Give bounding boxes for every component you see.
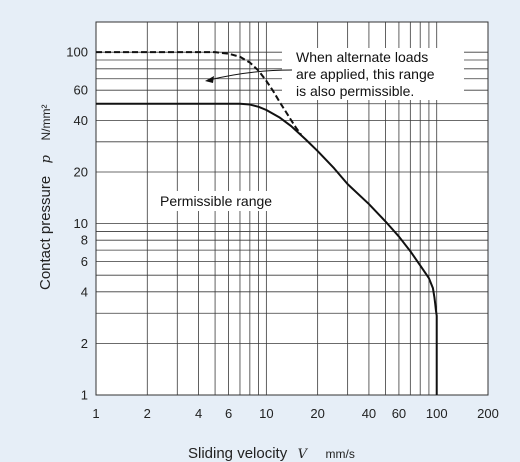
alternate-load-limit-curve [96,51,302,136]
x-tick-label: 4 [195,406,202,421]
y-tick-label: 2 [81,336,88,351]
annotation-backdrop [282,48,464,100]
x-tick-labels: 1 2 4 6 10 20 40 60 100 200 [92,406,498,421]
y-tick-label: 8 [81,233,88,248]
x-tick-label: 60 [392,406,406,421]
y-tick-label: 10 [74,216,88,231]
y-tick-label: 6 [81,254,88,269]
x-tick-label: 20 [310,406,324,421]
x-tick-label: 100 [426,406,448,421]
y-tick-label: 4 [81,284,88,299]
annotation-line-1: When alternate loads [296,49,428,65]
y-tick-label: 20 [74,164,88,179]
x-tick-label: 6 [225,406,232,421]
x-tick-label: 10 [259,406,273,421]
y-tick-label: 40 [74,113,88,128]
annotation-arrow [208,69,293,81]
annotation-arrowhead-icon [205,76,214,83]
x-tick-label: 200 [477,406,499,421]
plot-frame [95,21,489,396]
x-axis-symbol: V [298,447,309,462]
y-tick-label: 60 [74,83,88,98]
y-tick-labels: 1 2 4 6 8 10 20 40 60 100 [66,45,88,403]
series-layer [96,51,438,395]
x-tick-label: 40 [362,406,376,421]
x-tick-label: 1 [92,406,99,421]
x-tick-label: 2 [144,406,151,421]
permissible-range-label: Permissible range [160,193,272,209]
alternate-loads-annotation: When alternate loads are applied, this r… [205,48,464,100]
x-axis-title: Sliding velocity V mm/s [188,445,355,462]
annotation-line-2: are applied, this range [296,66,435,82]
permissible-range-backdrop [156,191,290,211]
permissible-range-annotation: Permissible range [156,191,290,211]
y-axis-symbol: p [39,154,54,163]
x-axis-unit: mm/s [326,447,355,461]
y-tick-label: 1 [81,388,88,403]
permissible-limit-curve [96,102,438,395]
annotation-line-3: is also permissible. [296,83,414,99]
y-axis-label: Contact pressure [37,176,54,290]
y-tick-label: 100 [66,45,88,60]
svg-text:Contact pressure p: Contact pressure p N/mm² [37,105,54,290]
y-axis-title: Contact pressure p N/mm² [37,105,54,290]
x-axis-label: Sliding velocity [188,445,288,462]
y-axis-unit: N/mm² [39,105,53,141]
